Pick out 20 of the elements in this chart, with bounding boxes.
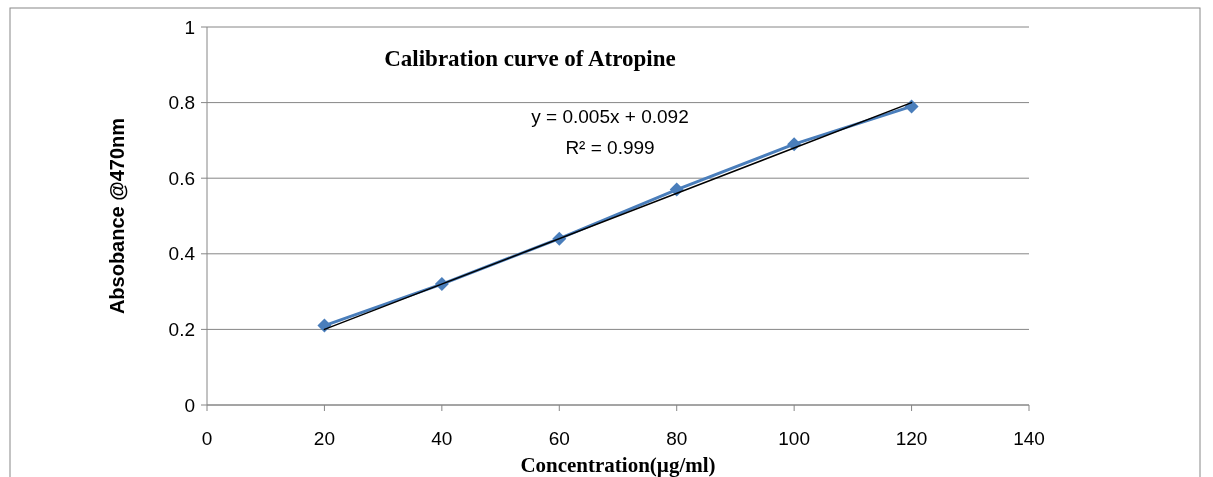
y-tick-label: 0: [184, 394, 195, 416]
y-tick-label: 0.8: [168, 92, 195, 114]
y-tick-label: 1: [184, 16, 195, 38]
point: [317, 318, 332, 333]
x-axis-title: Concentration(µg/ml): [520, 453, 716, 477]
x-tick-label: 0: [201, 428, 213, 449]
y-tick-label: 0.2: [168, 319, 195, 341]
y-tick-label: 0.4: [168, 243, 196, 265]
annotation: y = 0.005x + 0.092: [531, 106, 689, 127]
x-tick-label: 40: [431, 428, 453, 449]
y-axis-title: Absobance @470nm: [106, 117, 128, 315]
x-tick-label: 80: [666, 428, 688, 449]
x-tick-label: 100: [778, 428, 810, 449]
x-tick-label: 140: [1013, 428, 1045, 449]
y-tick-label: 0.6: [168, 167, 195, 189]
x-tick-label: 20: [313, 428, 335, 449]
x-tick-label: 120: [895, 428, 928, 449]
x-tick-label: 60: [548, 428, 570, 449]
text: Calibration curve of Atropine: [384, 46, 676, 71]
annotation: R² = 0.999: [565, 137, 655, 158]
